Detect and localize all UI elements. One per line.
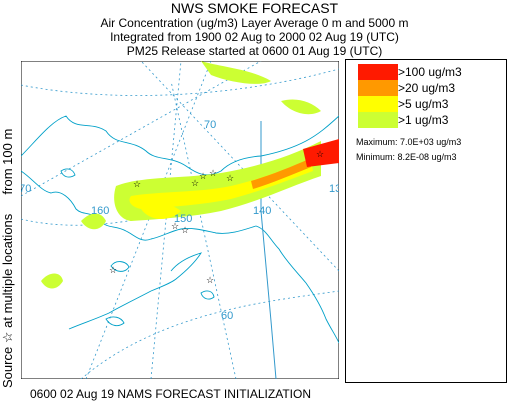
meridian-line xyxy=(20,60,262,197)
map-svg: ☆ ☆ ☆ ☆ ☆ ☆ ☆ ☆ ☆ ☆ 70 170 160 150 140 1… xyxy=(13,60,347,380)
island-outline xyxy=(110,261,130,272)
north-coast xyxy=(20,115,340,176)
source-star-icon: ☆ xyxy=(171,221,179,231)
plume-contour-1 xyxy=(201,61,271,84)
source-star-icon: ☆ xyxy=(209,168,217,178)
plume-contour-1 xyxy=(81,213,106,230)
island-outline xyxy=(105,316,125,327)
island-outline xyxy=(60,168,76,178)
source-star-icon: ☆ xyxy=(109,265,117,275)
meridian-line xyxy=(85,60,212,380)
forecast-initialization: 0600 02 Aug 19 NAMS FORECAST INITIALIZAT… xyxy=(30,387,311,401)
peninsula-coast xyxy=(150,252,203,292)
legend-swatch-1 xyxy=(358,112,398,128)
legend-swatch-20 xyxy=(358,80,398,96)
plume-contour-4 xyxy=(303,139,339,167)
minimum-value: Minimum: 8.2E-08 ug/m3 xyxy=(356,152,457,162)
meridian-line xyxy=(140,60,340,272)
latitude-label: 70 xyxy=(204,119,216,131)
source-star-icon: ☆ xyxy=(133,179,141,189)
source-star-icon: ☆ xyxy=(316,149,324,159)
source-locations-text: at multiple locations xyxy=(0,213,15,328)
source-height-text: from 100 m xyxy=(0,128,15,195)
plume-contour-3 xyxy=(251,159,311,189)
south-coast xyxy=(150,225,280,250)
parallel-line xyxy=(20,68,340,96)
source-prefix: Source xyxy=(0,346,15,388)
longitude-label: 160 xyxy=(91,205,109,217)
panhandle-coast xyxy=(278,248,340,344)
release-start-line: PM25 Release started at 0600 01 Aug 19 (… xyxy=(126,44,383,58)
legend: >100 ug/m3 >20 ug/m3 >5 ug/m3 >1 ug/m3 M… xyxy=(345,59,507,383)
plume-contour-2 xyxy=(141,203,181,219)
integration-period-line: Integrated from 1900 02 Aug to 2000 02 A… xyxy=(110,30,399,44)
meridian-line xyxy=(170,80,237,380)
island-outline xyxy=(200,290,215,300)
parallel-line xyxy=(80,290,340,380)
maximum-value: Maximum: 7.0E+03 ug/m3 xyxy=(356,137,462,147)
concentration-layer-line: Air Concentration (ug/m3) Layer Average … xyxy=(100,16,409,30)
source-star-icon: ☆ xyxy=(206,275,214,285)
smoke-plume xyxy=(41,61,339,289)
longitude-label: 170 xyxy=(21,183,31,195)
legend-label-5: >5 ug/m3 xyxy=(398,97,449,111)
source-location-label: Source ☆ at multiple locations from 100 … xyxy=(0,58,18,388)
source-star-icon: ☆ xyxy=(181,225,189,235)
west-coast xyxy=(20,170,152,241)
legend-label-20: >20 ug/m3 xyxy=(398,81,456,95)
coastline xyxy=(20,115,340,344)
plume-contour-1 xyxy=(41,273,63,289)
legend-label-100: >100 ug/m3 xyxy=(398,65,462,79)
source-star-icon: ☆ xyxy=(226,173,234,183)
plume-contour-1 xyxy=(281,99,321,115)
legend-swatch-100 xyxy=(358,64,398,80)
plume-contour-2 xyxy=(129,159,313,209)
map-title: NWS SMOKE FORECAST xyxy=(170,0,339,16)
latitude-label: 60 xyxy=(221,310,233,322)
legend-label-1: >1 ug/m3 xyxy=(398,113,449,127)
longitude-label: 140 xyxy=(253,205,271,217)
legend-swatch-5 xyxy=(358,96,398,112)
aleutian-chain xyxy=(68,290,152,330)
smoke-map: ☆ ☆ ☆ ☆ ☆ ☆ ☆ ☆ ☆ ☆ 70 170 160 150 140 1… xyxy=(13,60,347,380)
source-markers: ☆ ☆ ☆ ☆ ☆ ☆ ☆ ☆ ☆ ☆ xyxy=(109,149,324,285)
source-star-icon: ☆ xyxy=(0,331,15,344)
meridian-line xyxy=(150,60,182,380)
longitude-label: 130 xyxy=(329,183,339,195)
source-star-icon: ☆ xyxy=(191,178,199,188)
source-star-icon: ☆ xyxy=(199,171,207,181)
map-frame xyxy=(20,60,340,380)
longitude-label: 150 xyxy=(174,213,192,225)
